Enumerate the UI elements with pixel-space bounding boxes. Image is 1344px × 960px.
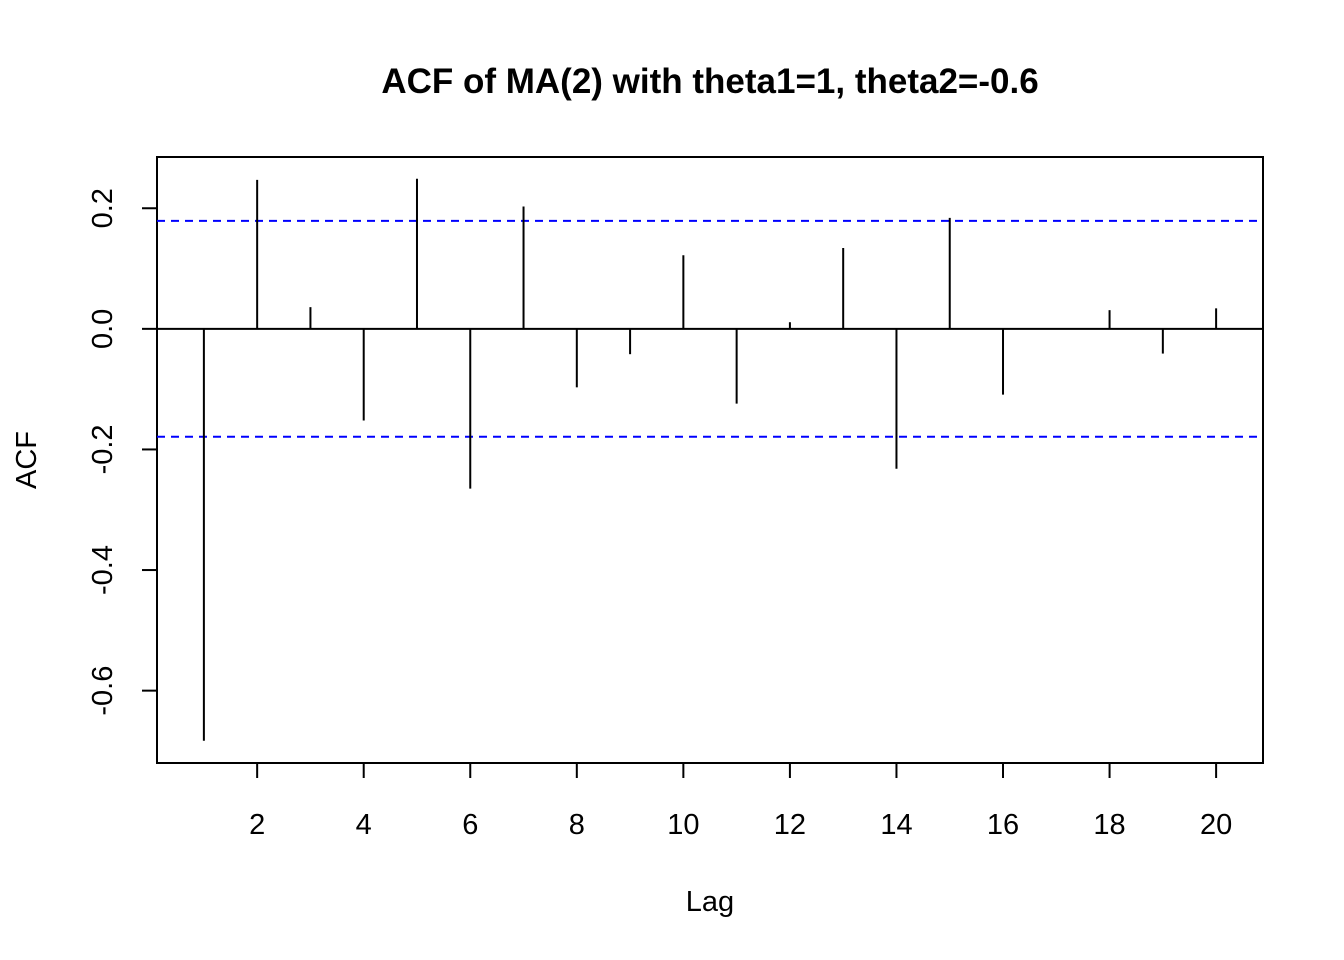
x-tick-label: 14 [880,809,912,841]
x-tick-label: 6 [462,809,478,841]
chart-title: ACF of MA(2) with theta1=1, theta2=-0.6 [381,62,1038,101]
plot-frame [156,156,1264,764]
y-tick-label: 0.2 [87,188,119,228]
y-tick-label: -0.2 [87,424,119,474]
x-tick-label: 12 [774,809,806,841]
x-tick-label: 20 [1200,809,1232,841]
x-tick-label: 8 [569,809,585,841]
y-tick-label: 0.0 [87,309,119,349]
x-tick-label: 10 [667,809,699,841]
y-tick-label: -0.6 [87,666,119,716]
x-tick-label: 4 [356,809,372,841]
x-tick-label: 16 [987,809,1019,841]
x-tick-label: 2 [249,809,265,841]
x-tick-label: 18 [1093,809,1125,841]
y-tick-label: -0.4 [87,545,119,595]
y-axis-label: ACF [11,431,43,489]
x-axis-label: Lag [686,886,734,918]
